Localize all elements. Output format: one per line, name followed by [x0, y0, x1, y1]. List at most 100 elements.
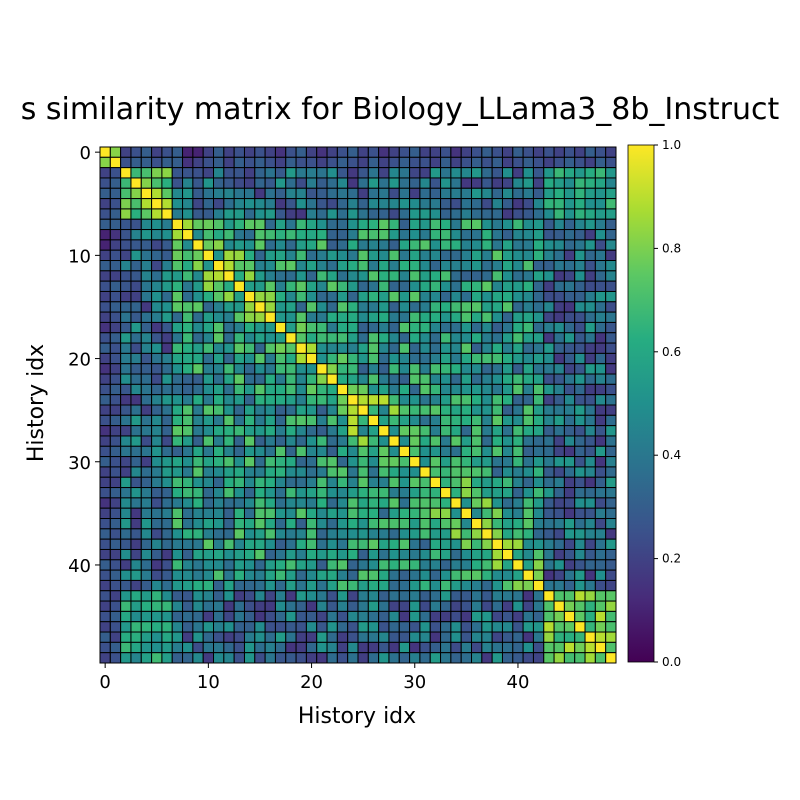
heatmap-cell [274, 631, 287, 643]
heatmap-cell [295, 229, 307, 241]
heatmap-cell [213, 579, 225, 592]
heatmap-cell [543, 641, 555, 654]
heatmap-cell [388, 600, 400, 612]
heatmap-cell [109, 311, 122, 323]
heatmap-cell [130, 332, 142, 344]
heatmap-cell [264, 497, 276, 509]
heatmap-cell [213, 414, 225, 427]
heatmap-cell [161, 445, 173, 458]
heatmap-cell [326, 538, 338, 550]
heatmap-cell [264, 528, 276, 540]
heatmap-cell [233, 404, 245, 416]
heatmap-cell [182, 321, 194, 334]
heatmap-cell [161, 518, 173, 530]
heatmap-cell [254, 590, 266, 602]
heatmap-cell [543, 373, 555, 385]
heatmap-cell [584, 363, 596, 375]
heatmap-cell [109, 538, 122, 550]
heatmap-cell [388, 249, 400, 262]
heatmap-cell [316, 466, 328, 478]
heatmap-cell [202, 260, 215, 272]
heatmap-cell [316, 445, 328, 458]
heatmap-cell [182, 476, 194, 489]
heatmap-cell [532, 487, 545, 499]
heatmap-cell [532, 404, 545, 416]
heatmap-cell [357, 187, 369, 200]
heatmap-cell [347, 476, 359, 489]
heatmap-cell [574, 239, 586, 251]
heatmap-cell [316, 229, 328, 241]
heatmap-cell [347, 466, 359, 478]
heatmap-cell [305, 332, 318, 344]
heatmap-cell [429, 652, 442, 664]
heatmap-cell [140, 497, 153, 509]
heatmap-cell [378, 290, 390, 303]
heatmap-cell [233, 476, 245, 489]
heatmap-cell [543, 425, 555, 437]
heatmap-cell [120, 187, 132, 200]
heatmap-cell [501, 187, 514, 200]
heatmap-cell [563, 538, 576, 550]
heatmap-cell [254, 260, 266, 272]
heatmap-cell [471, 311, 483, 323]
heatmap-cell [440, 332, 452, 344]
heatmap-cell [605, 528, 617, 540]
heatmap-cell [553, 445, 565, 458]
heatmap-cell [367, 487, 380, 499]
heatmap-cell [460, 290, 473, 303]
heatmap-cell [254, 610, 266, 623]
heatmap-cell [326, 579, 338, 592]
heatmap-cell [460, 332, 473, 344]
heatmap-cell [316, 631, 328, 643]
heatmap-cell [192, 177, 204, 189]
heatmap-cell [419, 239, 431, 251]
heatmap-cell [450, 507, 462, 520]
heatmap-cell [140, 487, 153, 499]
heatmap-cell [501, 218, 514, 231]
heatmap-cell [357, 383, 369, 396]
heatmap-cell [326, 610, 338, 623]
heatmap-cell [254, 569, 266, 581]
heatmap-cell [553, 280, 565, 292]
heatmap-cell [491, 167, 503, 179]
heatmap-cell [326, 487, 338, 499]
heatmap-cell [532, 559, 545, 571]
heatmap-cell [192, 404, 204, 416]
heatmap-cell [419, 167, 431, 179]
heatmap-cell [99, 363, 111, 375]
heatmap-cell [367, 631, 380, 643]
heatmap-cell [99, 579, 111, 592]
heatmap-cell [347, 198, 359, 210]
heatmap-cell [460, 600, 473, 612]
heatmap-cell [522, 270, 534, 282]
heatmap-cell [202, 332, 215, 344]
heatmap-cell [512, 280, 524, 292]
heatmap-cell [274, 507, 287, 520]
heatmap-cell [605, 363, 617, 375]
heatmap-cell [130, 260, 142, 272]
heatmap-cell [563, 146, 576, 158]
heatmap-cell [367, 497, 380, 509]
heatmap-cell [522, 590, 534, 602]
colorbar: 0.00.20.40.60.81.0 [627, 138, 681, 669]
heatmap-cell [254, 249, 266, 262]
heatmap-cell [563, 641, 576, 654]
heatmap-cell [326, 249, 338, 262]
heatmap-cell [347, 600, 359, 612]
heatmap-cell [532, 414, 545, 427]
heatmap-cell [429, 631, 442, 643]
heatmap-cell [543, 497, 555, 509]
heatmap-cell [295, 270, 307, 282]
heatmap-cell [151, 641, 163, 654]
heatmap-cell [471, 590, 483, 602]
heatmap-cell [140, 518, 153, 530]
heatmap-cell [202, 641, 215, 654]
heatmap-cell [574, 445, 586, 458]
heatmap-cell [243, 456, 256, 468]
heatmap-cell [563, 631, 576, 643]
heatmap-cell [109, 435, 122, 447]
heatmap-cell [120, 208, 132, 220]
heatmap-cell [161, 476, 173, 489]
heatmap-cell [254, 187, 266, 200]
colorbar-tick-label: 0.4 [662, 448, 681, 462]
